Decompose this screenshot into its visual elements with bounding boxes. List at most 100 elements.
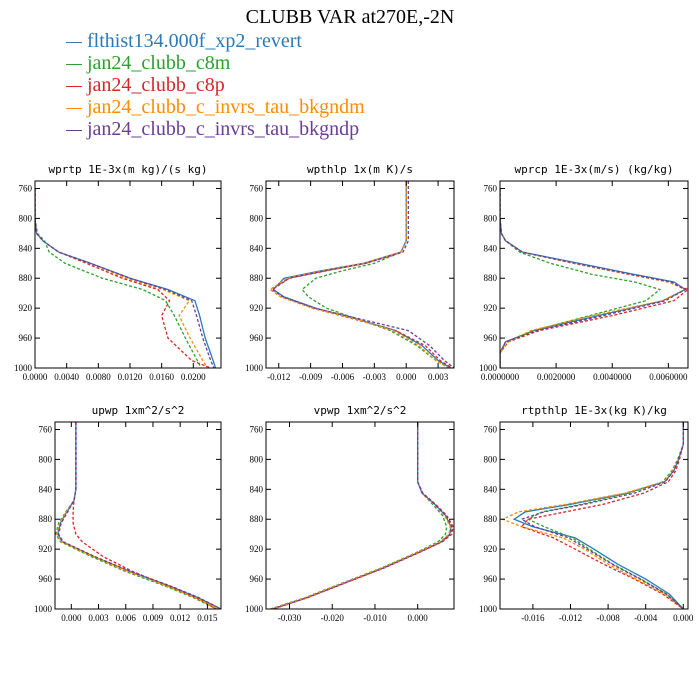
series-group — [35, 188, 217, 368]
legend-item: jan24_clubb_c_invrs_tau_bkgndm — [66, 96, 365, 118]
x-tick-label: -0.030 — [278, 613, 302, 623]
x-tick-label: 0.003 — [88, 613, 109, 623]
panel-title: rtpthlp 1E-3x(kg K)/kg — [521, 404, 667, 417]
y-tick-label: 880 — [19, 273, 33, 283]
series-line — [72, 422, 217, 609]
series-line — [500, 188, 662, 368]
y-tick-label: 960 — [484, 574, 498, 584]
series-line — [520, 422, 684, 609]
series-line — [500, 188, 687, 368]
x-tick-label: -0.012 — [267, 372, 290, 382]
legend-item: flthist134.000f_xp2_revert — [66, 30, 365, 52]
series-line — [272, 422, 452, 609]
legend-item: jan24_clubb_c_invrs_tau_bkgndp — [66, 118, 365, 140]
plot-frame — [499, 421, 689, 610]
series-line — [500, 188, 688, 368]
y-tick-label: 960 — [19, 333, 33, 343]
legend-line-icon — [66, 85, 82, 87]
y-tick-label: 880 — [39, 514, 53, 524]
series-line — [501, 422, 684, 609]
series-line — [270, 422, 448, 609]
profile-panel: rtpthlp 1E-3x(kg K)/kg 760 800 840 880 920 960… — [479, 404, 694, 623]
series-line — [57, 422, 221, 609]
legend-label: jan24_clubb_c8p — [87, 74, 225, 96]
x-tick-label: 0.0160 — [149, 372, 174, 382]
series-group — [55, 422, 221, 609]
legend-line-icon — [66, 129, 82, 131]
y-tick-label: 880 — [484, 514, 498, 524]
profile-panel: wpthlp 1x(m K)/s7608008408809209601000-0… — [245, 163, 455, 382]
x-tick-label: 0.003 — [428, 372, 449, 382]
y-tick-label: 800 — [39, 454, 53, 464]
y-tick-label: 920 — [484, 544, 498, 554]
y-tick-label: 1000 — [14, 363, 33, 373]
y-tick-label: 800 — [484, 454, 498, 464]
x-tick-label: 0.015 — [197, 613, 218, 623]
profile-panel: vpwp 1xm^2/s^2 760 800 840 880 920 960 1000 -0.0… — [245, 404, 455, 623]
x-tick-label: -0.006 — [331, 372, 355, 382]
x-tick-label: 0.000 — [396, 372, 417, 382]
series-group — [501, 422, 684, 609]
y-tick-label: 800 — [250, 213, 264, 223]
legend-line-icon — [66, 41, 82, 43]
panel-title: upwp 1xm^2/s^2 — [92, 404, 185, 417]
x-tick-label: 0.0060000 — [649, 372, 688, 382]
x-tick-label: 0.0200 — [181, 372, 206, 382]
x-tick-label: 0.0040000 — [593, 372, 632, 382]
x-tick-label: -0.010 — [363, 613, 387, 623]
series-line — [520, 422, 684, 609]
x-tick-label: -0.004 — [634, 613, 658, 623]
y-tick-label: 840 — [250, 243, 264, 253]
series-line — [57, 422, 221, 609]
y-tick-label: 840 — [484, 243, 498, 253]
x-tick-label: 0.0000 — [23, 372, 48, 382]
series-line — [56, 422, 219, 609]
series-line — [35, 188, 211, 368]
plot-frame — [499, 180, 689, 369]
y-tick-label: 1000 — [245, 604, 264, 614]
plot-frame — [265, 180, 455, 369]
legend-line-icon — [66, 107, 82, 109]
y-tick-label: 880 — [250, 273, 264, 283]
y-tick-label: 920 — [250, 303, 264, 313]
y-tick-label: 1000 — [34, 604, 53, 614]
legend-label: flthist134.000f_xp2_revert — [87, 30, 302, 52]
x-tick-label: 0.012 — [170, 613, 190, 623]
legend-label: jan24_clubb_c_invrs_tau_bkgndm — [87, 96, 365, 118]
series-group — [270, 422, 454, 609]
page-title: CLUBB VAR at270E,-2N — [245, 6, 455, 28]
x-tick-label: 0.000 — [408, 613, 429, 623]
y-tick-label: 1000 — [245, 363, 264, 373]
y-tick-label: 800 — [250, 454, 264, 464]
series-line — [55, 422, 217, 609]
x-tick-label: 0.006 — [116, 613, 137, 623]
series-line — [526, 422, 684, 609]
y-tick-label: 760 — [19, 183, 33, 193]
y-tick-label: 840 — [250, 484, 264, 494]
y-tick-label: 760 — [250, 424, 264, 434]
legend-item: jan24_clubb_c8m — [66, 52, 365, 74]
y-tick-label: 1000 — [479, 604, 498, 614]
panel-title: vpwp 1xm^2/s^2 — [314, 404, 407, 417]
panel-title: wprcp 1E-3x(m/s) (kg/kg) — [515, 163, 674, 176]
series-line — [272, 181, 452, 368]
x-tick-label: 0.000 — [673, 613, 694, 623]
x-tick-label: 0.009 — [143, 613, 164, 623]
y-tick-label: 1000 — [479, 363, 498, 373]
y-tick-label: 760 — [484, 183, 498, 193]
x-tick-label: -0.008 — [596, 613, 620, 623]
plot-frame — [265, 421, 455, 610]
profile-panel: wprtp 1E-3x(m kg)/(s kg) 760 800 840 880 920 9… — [14, 163, 222, 382]
x-tick-label: -0.016 — [521, 613, 545, 623]
y-tick-label: 880 — [484, 273, 498, 283]
series-line — [301, 181, 450, 368]
y-tick-label: 960 — [484, 333, 498, 343]
series-line — [35, 188, 202, 368]
y-tick-label: 840 — [19, 243, 33, 253]
x-tick-label: 0.0040 — [54, 372, 79, 382]
x-tick-label: 0.0120 — [118, 372, 143, 382]
y-tick-label: 840 — [484, 484, 498, 494]
x-tick-label: 0.0020000 — [537, 372, 576, 382]
plot-frame — [54, 421, 222, 610]
